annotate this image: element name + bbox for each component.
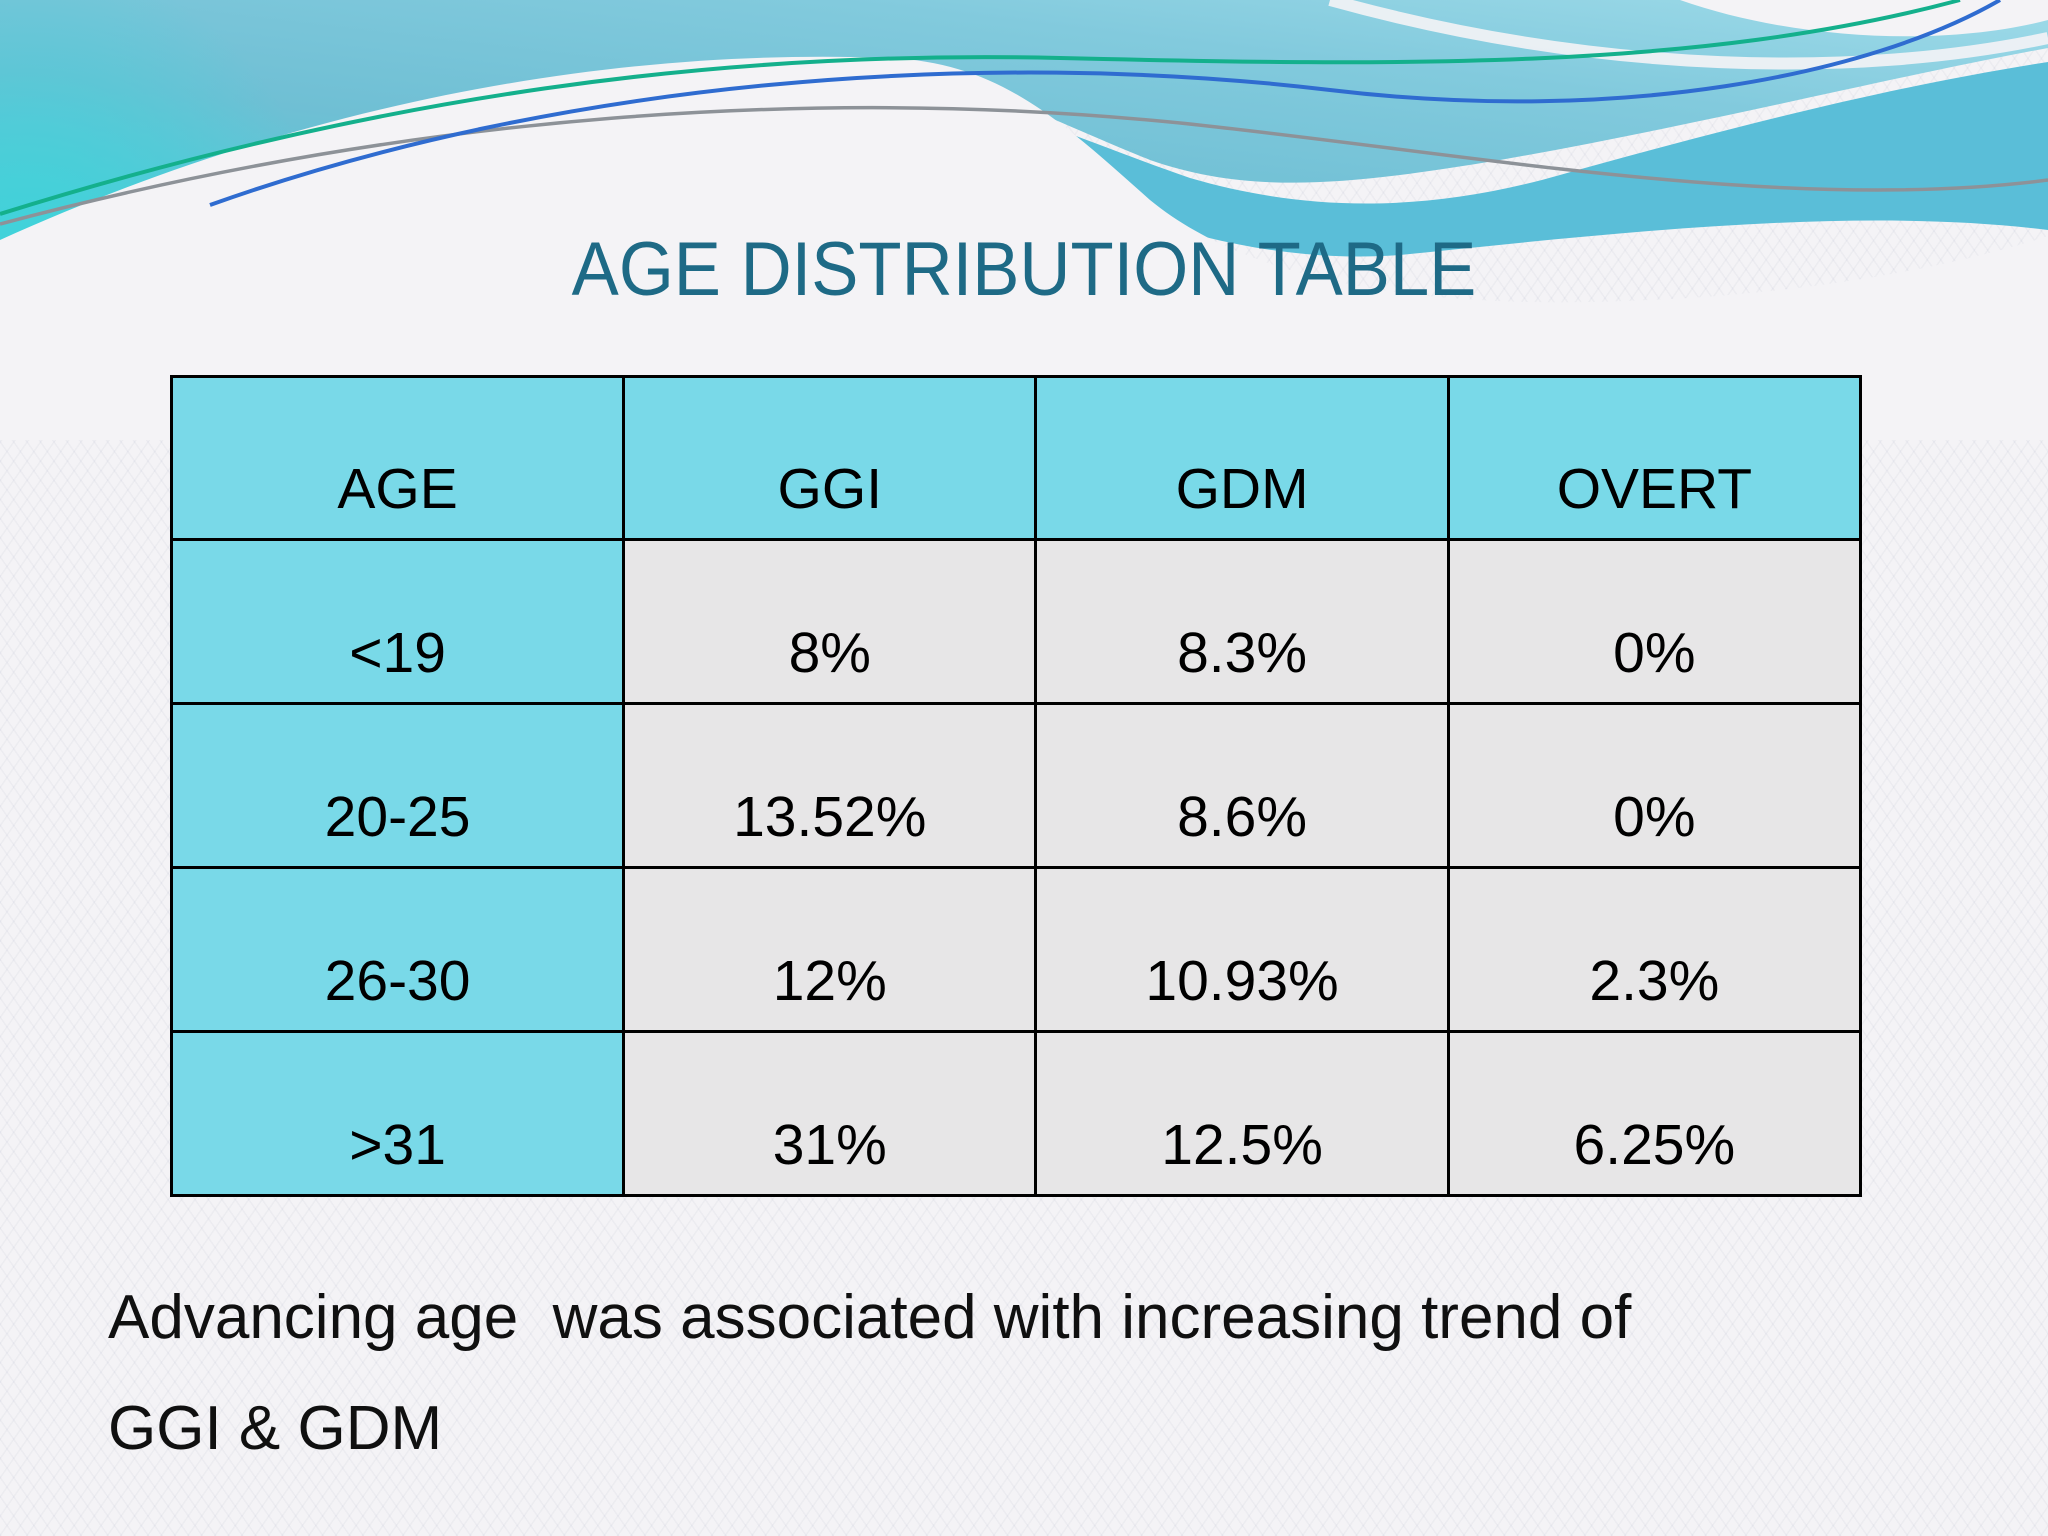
wave-sky <box>0 0 2048 242</box>
column-header-gdm: GDM <box>1034 375 1450 541</box>
accent-line-green <box>0 0 1961 216</box>
column-header-ggi: GGI <box>622 375 1038 541</box>
table-row: 26-30 12% 10.93% 2.3% <box>169 866 1863 1033</box>
wave-white-arc <box>1328 0 2048 70</box>
data-cell: 6.25% <box>1446 1030 1863 1197</box>
table-row: >31 31% 12.5% 6.25% <box>169 1030 1863 1197</box>
row-header-cell: >31 <box>169 1030 626 1197</box>
data-cell: 2.3% <box>1446 866 1863 1033</box>
data-cell: 31% <box>622 1030 1038 1197</box>
accent-line-blue <box>209 0 2001 207</box>
data-cell: 12% <box>622 866 1038 1033</box>
slide-title: AGE DISTRIBUTION TABLE <box>571 227 1477 312</box>
column-header-age: AGE <box>169 375 626 541</box>
row-header-cell: 26-30 <box>169 866 626 1033</box>
wave-band-cyan <box>915 62 2048 257</box>
data-cell: 0% <box>1446 538 1863 705</box>
data-cell: 8.3% <box>1034 538 1450 705</box>
column-header-overt: OVERT <box>1446 375 1863 541</box>
row-header-cell: 20-25 <box>169 702 626 869</box>
header-wave-decoration <box>0 0 2048 440</box>
conclusion-text: Advancing age was associated with increa… <box>108 1283 1632 1463</box>
table-row: <19 8% 8.3% 0% <box>169 538 1863 705</box>
age-distribution-table: AGE GGI GDM OVERT <19 8% 8.3% 0% 20-25 13.52% 8.6… <box>169 375 1863 1197</box>
row-header-cell: <19 <box>169 538 626 705</box>
data-cell: 10.93% <box>1034 866 1450 1033</box>
accent-line-gray <box>0 106 2048 226</box>
data-cell: 12.5% <box>1034 1030 1450 1197</box>
data-cell: 8% <box>622 538 1038 705</box>
table-row: 20-25 13.52% 8.6% 0% <box>169 702 1863 869</box>
wave-dome <box>0 56 2048 440</box>
table-header-row: AGE GGI GDM OVERT <box>169 375 1863 541</box>
wave-white-wedge <box>1680 0 2048 37</box>
data-cell: 8.6% <box>1034 702 1450 869</box>
data-cell: 13.52% <box>622 702 1038 869</box>
data-cell: 0% <box>1446 702 1863 869</box>
